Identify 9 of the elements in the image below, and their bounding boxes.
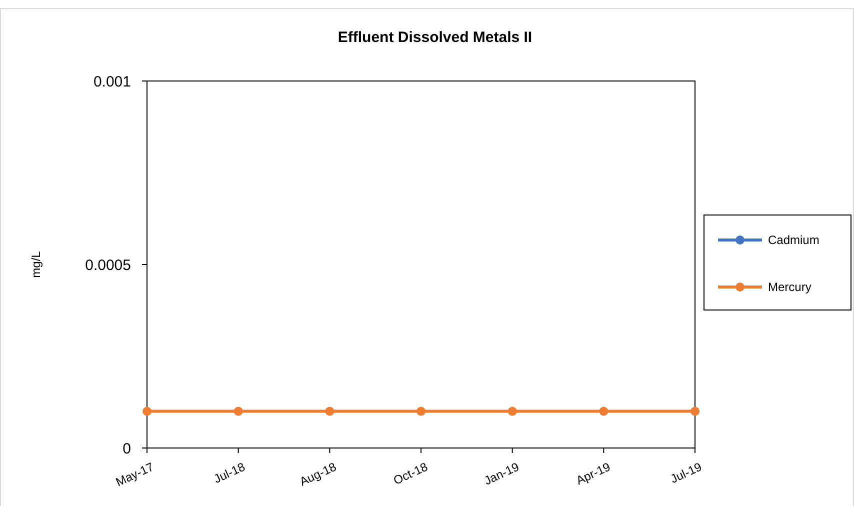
y-tick-label: 0 — [122, 440, 131, 458]
legend-label: Cadmium — [768, 233, 820, 248]
legend-label: Mercury — [768, 280, 812, 294]
chart-title: Effluent Dissolved Metals II — [338, 29, 532, 46]
y-axis-title: mg/L — [29, 250, 43, 278]
y-tick-label: 0.0005 — [85, 256, 131, 274]
x-tick-label: Jul-19 — [668, 460, 704, 486]
y-tick-label: 0.001 — [93, 73, 131, 90]
x-tick-label: Jul-18 — [212, 460, 248, 486]
